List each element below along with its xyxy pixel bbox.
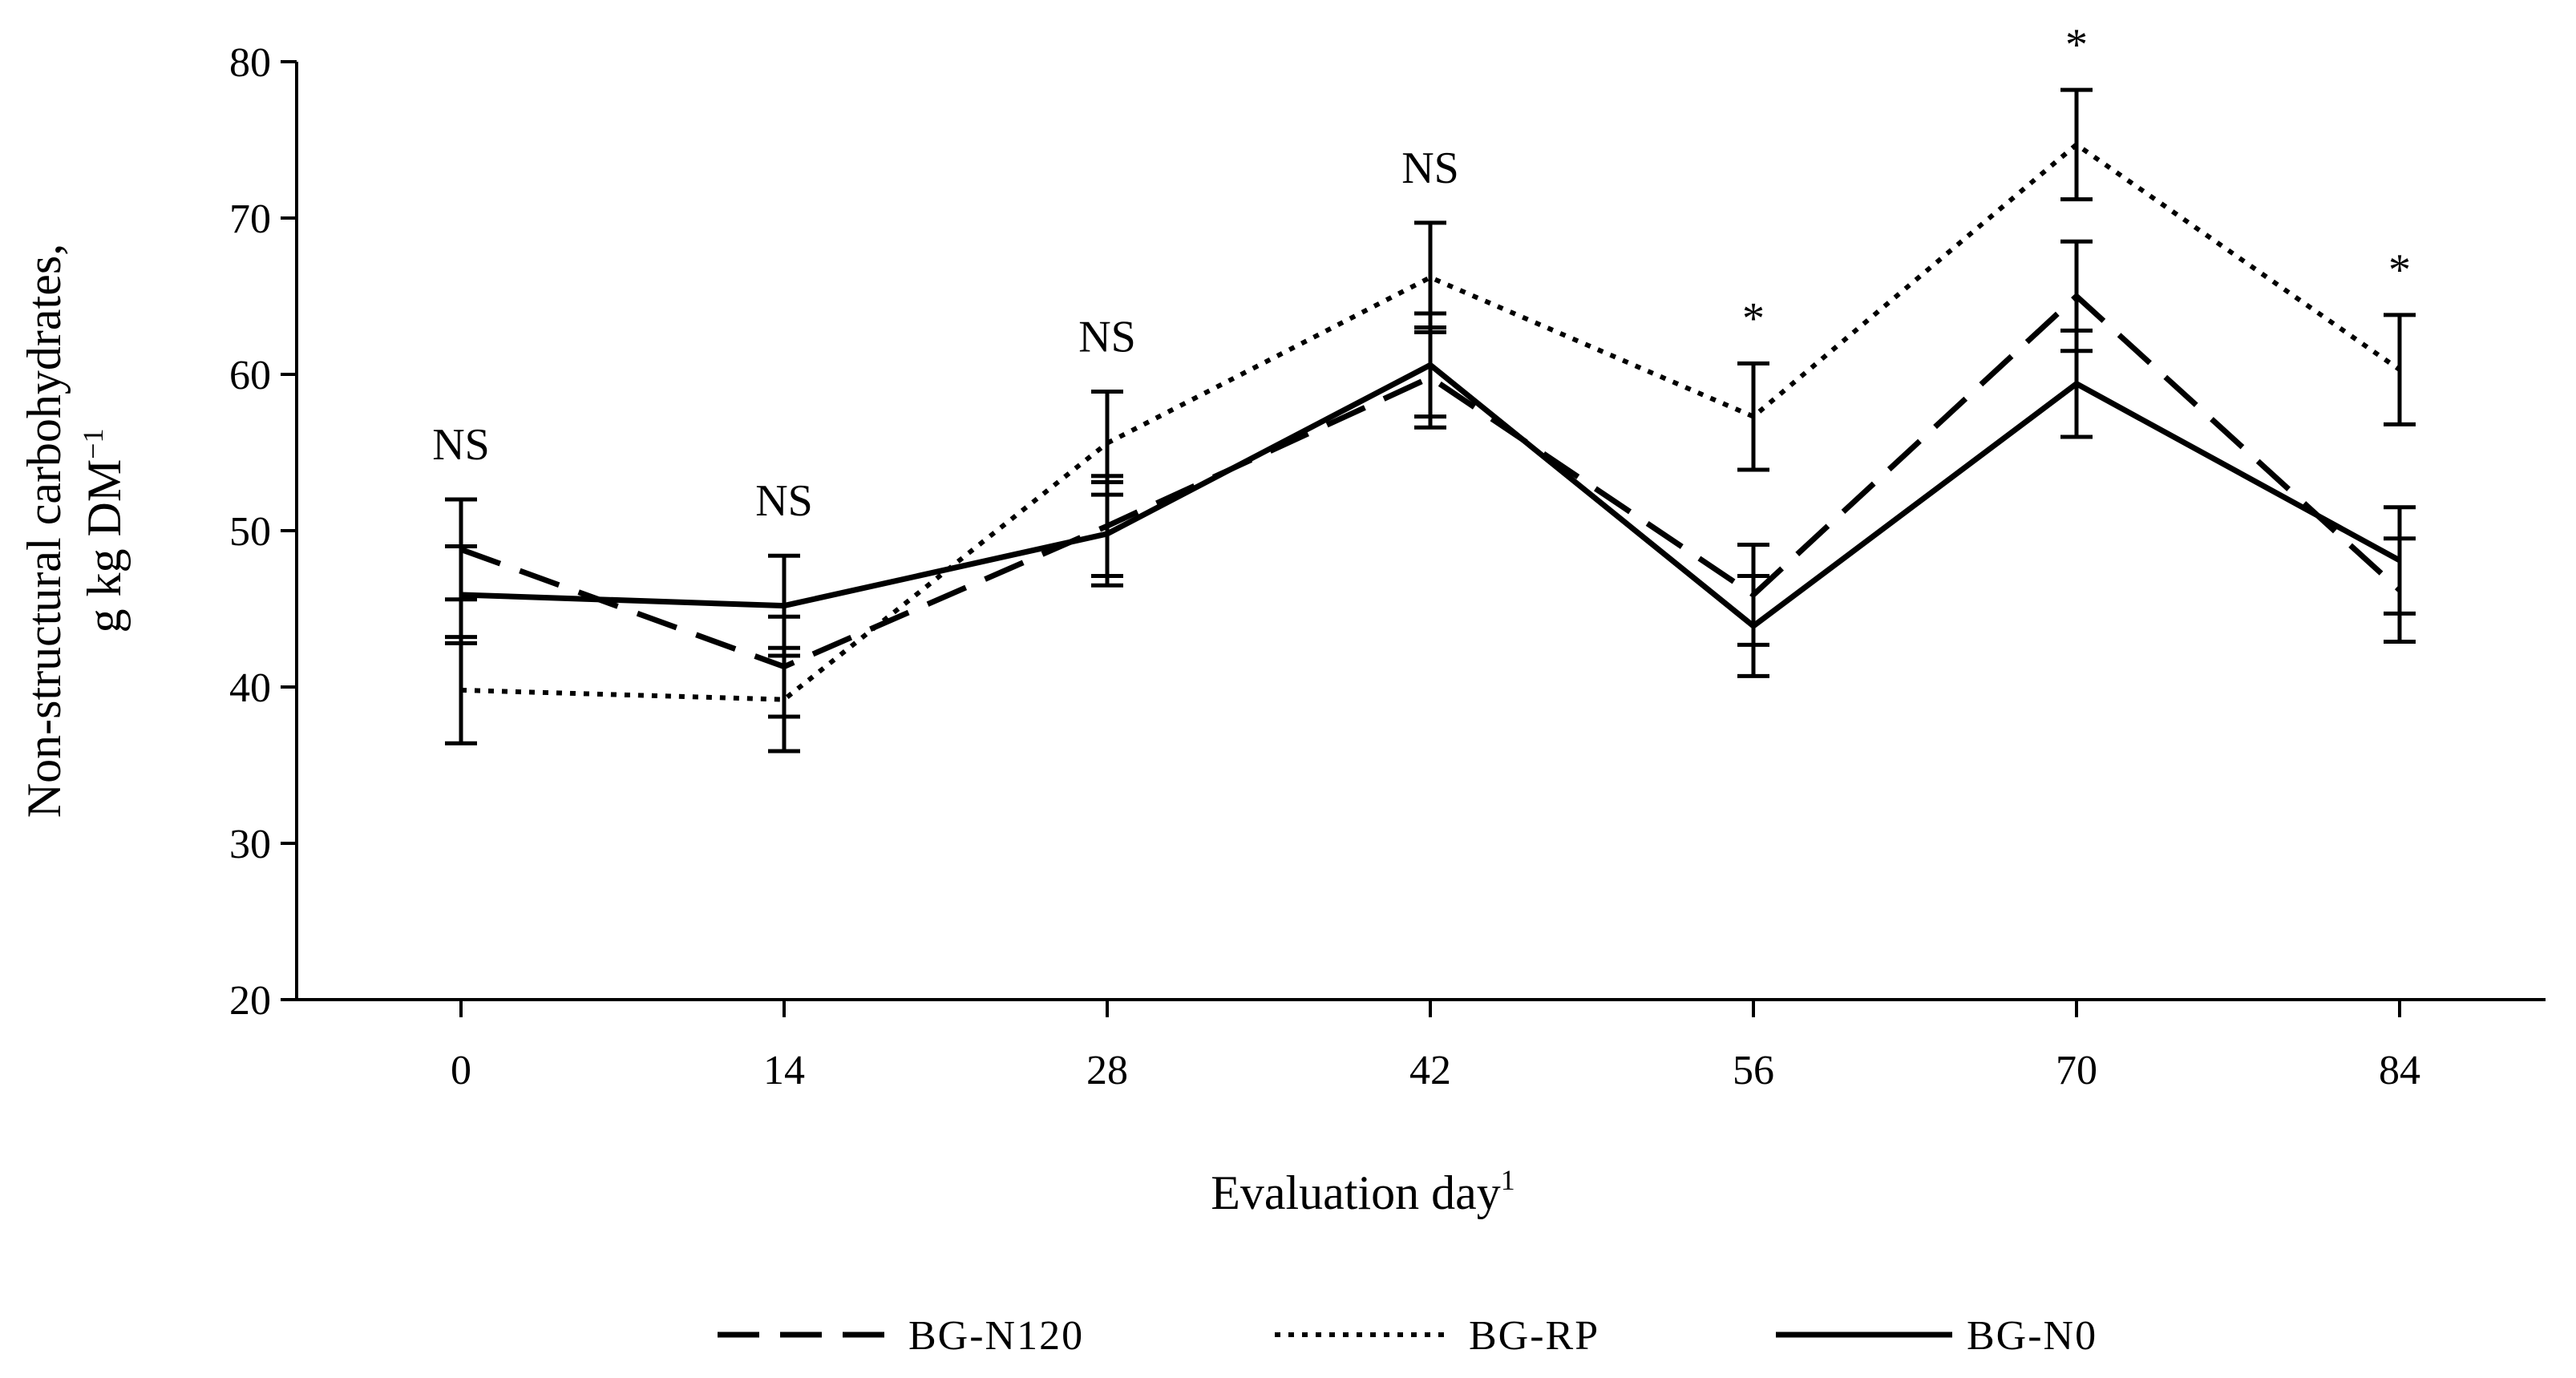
x-tick-label: 0 [451,1048,471,1093]
x-axis-title-superscript: 1 [1501,1164,1515,1196]
y-tick-label: 80 [229,40,271,86]
x-tick-label: 14 [763,1048,805,1093]
significance-label: NS [755,476,813,526]
axes [295,62,2546,1001]
x-ticks: 0 14 28 42 56 70 84 [451,1000,2420,1093]
significance-label: NS [1401,143,1459,193]
y-axis-title-line2: g kg DM−1 [77,429,131,633]
y-tick-label: 70 [229,196,271,242]
y-ticks: 20 30 40 50 60 70 80 [229,40,297,1024]
x-axis-title: Evaluation day1 [1211,1164,1515,1219]
y-axis-title-unit: g kg DM [78,459,131,633]
legend-label-BG-N120: BG-N120 [908,1313,1084,1359]
series-lines [459,141,2402,702]
y-axis-title-line1: Non-structural carbohydrates, [18,244,71,818]
significance-label: NS [1078,312,1136,362]
x-tick-label: 28 [1086,1048,1128,1093]
significance-label: NS [432,420,490,470]
significance-label: * [1742,293,1765,343]
series-line-BG-N0 [460,362,2401,630]
legend-label-BG-N0: BG-N0 [1967,1313,2097,1359]
y-tick-label: 30 [229,822,271,867]
legend: BG-N120 BG-RP BG-N0 [718,1313,2097,1359]
x-axis-title-text: Evaluation day [1211,1166,1501,1219]
x-tick-label: 42 [1409,1048,1451,1093]
y-axis-title-superscript: −1 [77,429,109,459]
x-tick-label: 84 [2379,1048,2420,1093]
x-tick-label: 56 [1733,1048,1774,1093]
y-tick-label: 60 [229,353,271,398]
y-tick-label: 20 [229,978,271,1024]
y-tick-label: 50 [229,509,271,555]
x-tick-label: 70 [2056,1048,2097,1093]
legend-label-BG-RP: BG-RP [1469,1313,1599,1359]
significance-labels: NS NS NS NS * * * [432,20,2411,526]
significance-label: * [2388,245,2411,295]
y-tick-label: 40 [229,665,271,711]
significance-label: * [2065,20,2088,70]
series-line-BG-N120 [459,292,2402,670]
